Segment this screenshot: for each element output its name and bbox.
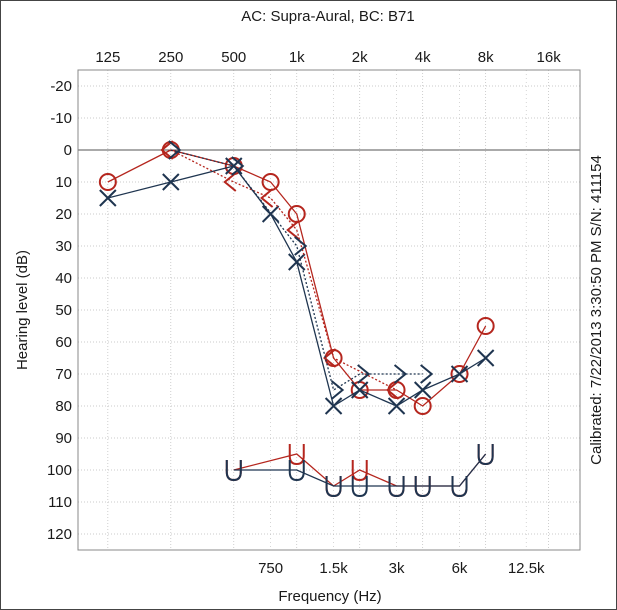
y-tick-label: 40: [55, 270, 72, 287]
x-bottom-tick-label: 1.5k: [319, 560, 348, 577]
series-line: [170, 149, 423, 392]
x-top-tick-label: 16k: [537, 49, 562, 66]
no-response-marker: [351, 476, 368, 498]
circle-marker: [98, 173, 117, 191]
y-tick-label: 10: [55, 174, 72, 191]
no-response-marker: [414, 476, 431, 498]
x-marker: [351, 381, 369, 399]
y-tick-label: 80: [55, 398, 72, 415]
no-response-marker: [351, 460, 368, 482]
series-right-bc: [160, 140, 400, 400]
y-axis-label: Hearing level (dB): [14, 250, 31, 370]
no-response-marker: [325, 476, 342, 498]
bracket-left-marker: [323, 348, 337, 368]
x-top-tick-label: 1k: [289, 49, 305, 66]
chart-title: AC: Supra-Aural, BC: B71: [241, 8, 414, 25]
bracket-right-marker: [294, 236, 308, 256]
bracket-right-marker: [393, 364, 408, 384]
series-line: [170, 149, 397, 391]
bracket-right-marker: [330, 380, 345, 400]
grid: [78, 70, 580, 550]
x-top-tick-label: 8k: [478, 49, 494, 66]
x-bottom-tick-label: 750: [258, 560, 283, 577]
y-tick-label: 0: [64, 142, 72, 159]
y-tick-label: 100: [47, 462, 72, 479]
x-top-tick-label: 250: [158, 49, 183, 66]
x-marker: [162, 173, 180, 191]
calibration-note: Calibrated: 7/22/2013 3:30:50 PM S/N: 41…: [588, 155, 605, 465]
x-marker: [476, 349, 495, 367]
bracket-left-marker: [160, 140, 174, 160]
y-tick-label: -10: [50, 110, 72, 127]
x-top-tick-label: 125: [95, 49, 120, 66]
x-marker: [99, 189, 117, 207]
bracket-right-marker: [231, 156, 245, 176]
y-tick-label: 20: [55, 206, 72, 223]
y-tick-label: 120: [47, 526, 72, 543]
circle-marker: [476, 317, 495, 335]
bracket-right-marker: [420, 364, 434, 384]
x-top-tick-label: 500: [221, 49, 246, 66]
bracket-left-marker: [286, 220, 300, 240]
x-top-tick-label: 4k: [415, 49, 431, 66]
no-response-marker: [451, 476, 468, 498]
bracket-left-marker: [223, 172, 237, 192]
x-bottom-tick-label: 6k: [452, 560, 468, 577]
x-top-tick-label: 2k: [352, 49, 368, 66]
bracket-left-marker: [385, 380, 400, 400]
bracket-left-marker: [260, 188, 274, 208]
circle-marker: [450, 365, 469, 383]
x-marker: [413, 381, 432, 399]
circle-marker: [413, 397, 432, 415]
x-bottom-tick-label: 12.5k: [508, 560, 545, 577]
y-tick-label: 50: [55, 302, 72, 319]
series-left-bc: [168, 140, 434, 400]
no-response-marker: [388, 476, 405, 498]
y-tick-label: 30: [55, 238, 72, 255]
no-response-marker: [288, 444, 305, 466]
bracket-right-marker: [357, 364, 371, 384]
x-marker: [387, 397, 406, 415]
y-tick-label: -20: [50, 78, 72, 95]
x-marker: [450, 365, 469, 383]
y-tick-label: 110: [48, 494, 72, 511]
y-tick-label: 90: [55, 430, 72, 447]
no-response-marker: [288, 460, 305, 482]
x-marker: [324, 397, 343, 415]
series-left-nr: [225, 444, 494, 498]
no-response-marker: [225, 460, 242, 482]
series-left-ac: [99, 157, 495, 415]
y-tick-label: 60: [55, 334, 72, 351]
y-tick-label: 70: [55, 366, 72, 383]
data-series: [98, 140, 495, 498]
bracket-right-marker: [168, 140, 182, 160]
x-axis-label: Frequency (Hz): [278, 588, 381, 605]
no-response-marker: [477, 444, 494, 466]
x-bottom-tick-label: 3k: [389, 560, 405, 577]
plot-frame: [77, 69, 581, 551]
tick-labels: -20 -10 0 10 20 30 40 50 60 70 80 90 100 110 120 125 250…: [47, 49, 561, 577]
